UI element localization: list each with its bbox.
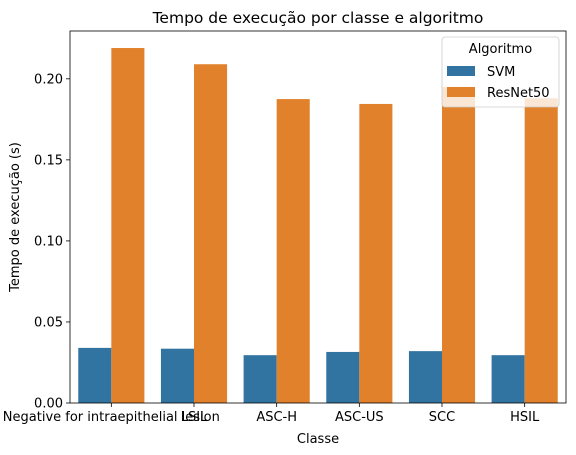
- y-tick-label: 0.00: [34, 397, 63, 412]
- x-tick-label: SCC: [429, 410, 455, 425]
- legend-swatch-svm: [447, 66, 475, 76]
- bar-svm-3: [326, 351, 360, 403]
- bar-svm-5: [491, 355, 525, 403]
- y-tick-label: 0.10: [34, 234, 63, 249]
- legend-label-svm: SVM: [487, 65, 515, 80]
- y-axis-label: Tempo de execução (s): [8, 142, 23, 293]
- legend-swatch-resnet50: [447, 87, 475, 97]
- bar-resnet50-0: [111, 48, 145, 404]
- bar-resnet50-4: [442, 86, 476, 404]
- x-tick-label: ASC-H: [256, 410, 297, 425]
- y-axis-ticks: 0.00 0.05 0.10 0.15 0.20: [34, 72, 70, 412]
- x-tick-label: Negative for intraepithelial lesion: [3, 410, 220, 425]
- x-axis-label: Classe: [297, 432, 339, 447]
- x-tick-label: LSIL: [181, 410, 208, 425]
- plot-frame: [69, 30, 567, 404]
- y-tick-label: 0.05: [34, 315, 63, 330]
- bar-resnet50-5: [524, 98, 558, 404]
- bar-svm-0: [78, 347, 112, 403]
- y-tick-label: 0.15: [34, 153, 63, 168]
- bar-svm-4: [408, 351, 442, 403]
- bar-svm-2: [243, 355, 277, 403]
- bar-svm-1: [160, 348, 194, 403]
- legend-label-resnet50: ResNet50: [487, 86, 550, 101]
- legend-title: Algoritmo: [469, 42, 532, 57]
- y-tick-label: 0.20: [34, 72, 63, 87]
- x-tick-label: HSIL: [510, 410, 540, 425]
- bars-layer: [78, 48, 558, 404]
- bar-resnet50-3: [359, 103, 393, 403]
- bar-resnet50-1: [194, 64, 228, 403]
- chart-title: Tempo de execução por classe e algoritmo: [152, 9, 484, 27]
- bar-resnet50-2: [276, 99, 310, 403]
- legend: Algoritmo SVM ResNet50: [441, 36, 560, 108]
- x-tick-label: ASC-US: [335, 410, 384, 425]
